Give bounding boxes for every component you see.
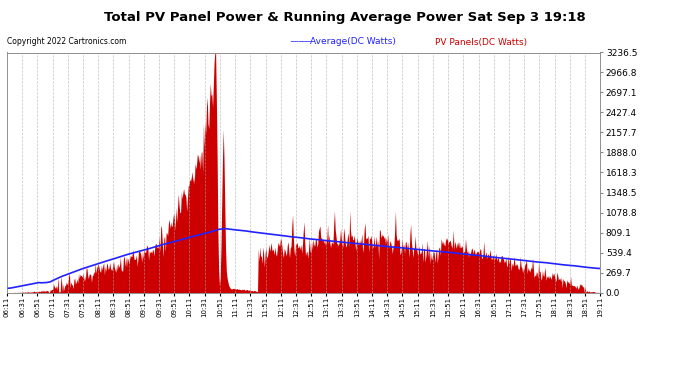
Text: Total PV Panel Power & Running Average Power Sat Sep 3 19:18: Total PV Panel Power & Running Average P… — [104, 11, 586, 24]
Text: Copyright 2022 Cartronics.com: Copyright 2022 Cartronics.com — [7, 38, 126, 46]
Text: ─────: ───── — [290, 39, 311, 45]
Text: Average(DC Watts): Average(DC Watts) — [310, 38, 396, 46]
Text: PV Panels(DC Watts): PV Panels(DC Watts) — [435, 38, 527, 46]
